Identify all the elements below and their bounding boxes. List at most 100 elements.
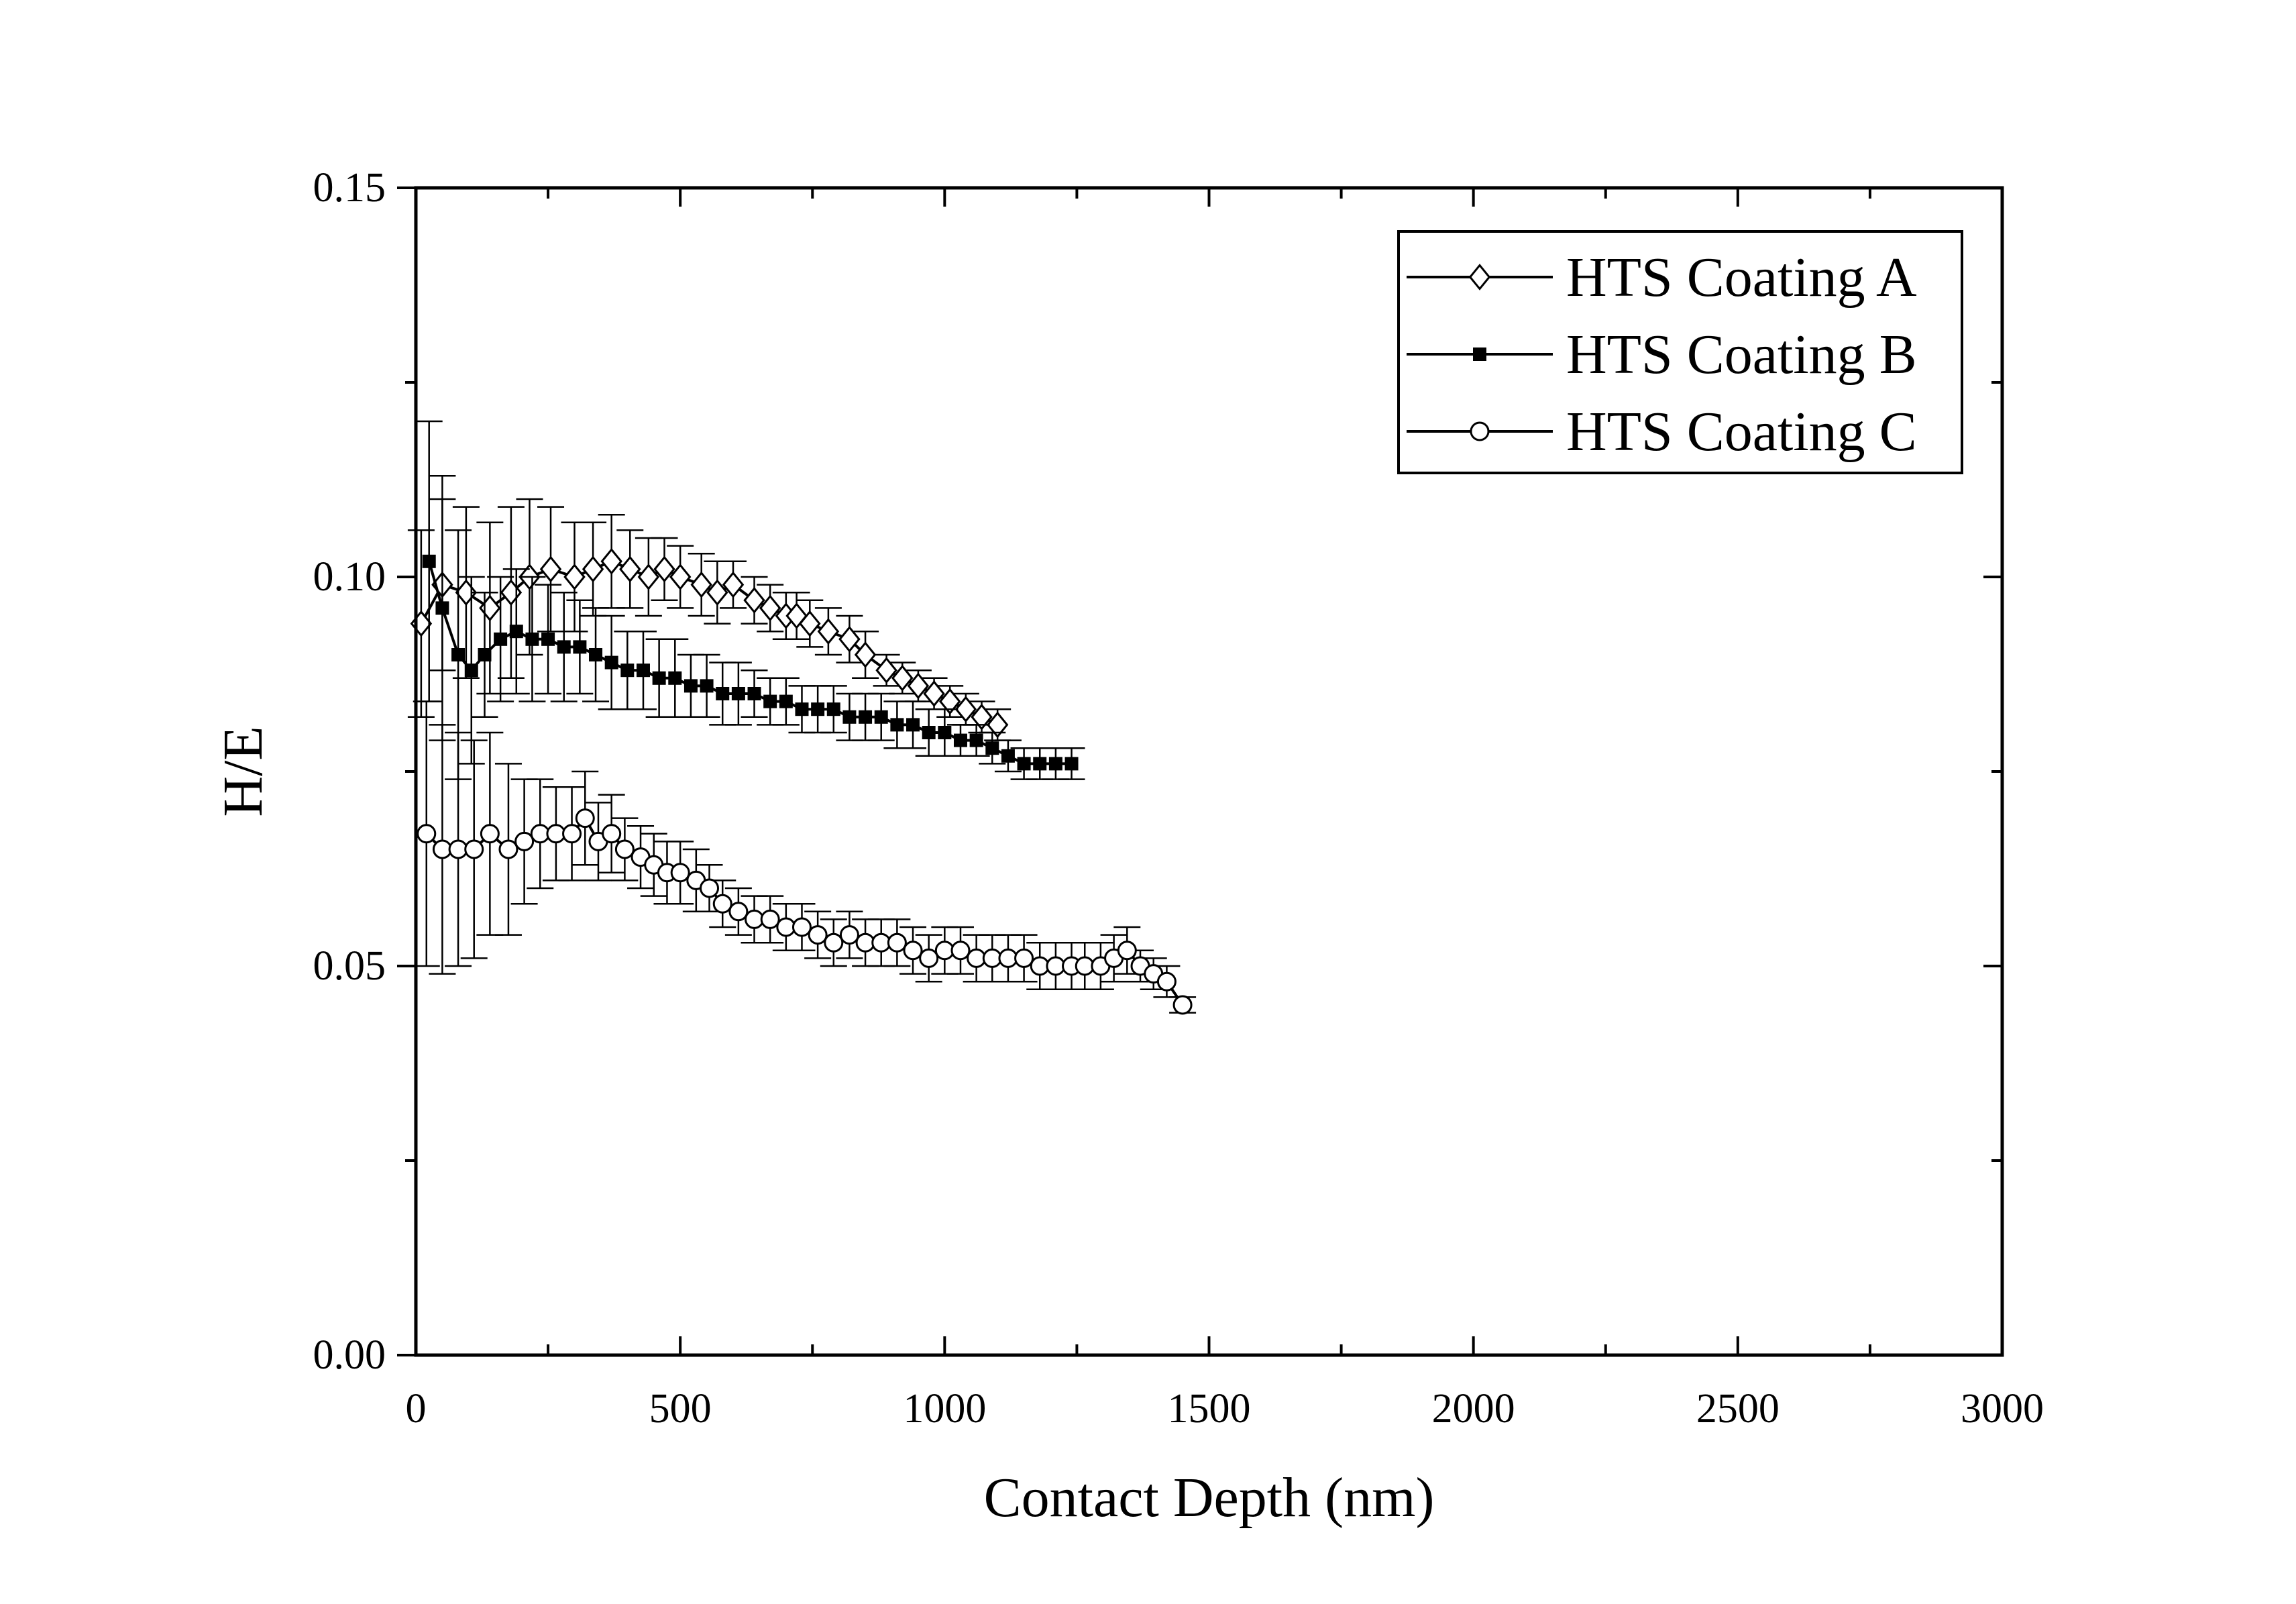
legend-label-b: HTS Coating B (1566, 323, 1917, 386)
data-point (480, 824, 500, 844)
data-point (839, 925, 859, 945)
data-point (1014, 948, 1034, 968)
data-point (1064, 757, 1079, 771)
plot-marks (407, 420, 1197, 1015)
data-point (969, 733, 983, 747)
data-point (514, 831, 535, 851)
data-point (1046, 956, 1066, 976)
data-point (668, 671, 682, 685)
data-point (541, 632, 555, 646)
data-point (684, 679, 698, 693)
data-point (887, 932, 907, 953)
data-point (731, 687, 745, 700)
data-point (779, 694, 793, 708)
data-point (1075, 956, 1095, 976)
legend-marker (1473, 347, 1486, 361)
data-point (838, 625, 861, 653)
x-tick-label: 2000 (1432, 1386, 1515, 1432)
x-tick-label: 500 (649, 1386, 712, 1432)
data-point (464, 839, 484, 859)
data-point (875, 657, 897, 684)
data-point (557, 640, 571, 654)
data-point (722, 571, 745, 598)
data-point (422, 554, 436, 568)
data-point (604, 655, 618, 670)
data-point (509, 625, 523, 639)
data-point (619, 555, 641, 583)
data-point (670, 863, 690, 883)
data-point (435, 601, 449, 615)
legend-marker (1470, 421, 1490, 441)
data-point (562, 824, 582, 844)
data-point (1048, 757, 1062, 771)
y-tick-label: 0.05 (313, 943, 386, 989)
data-point (614, 839, 635, 859)
data-point (700, 679, 714, 693)
data-point (478, 648, 492, 661)
x-tick-label: 2500 (1696, 1386, 1780, 1432)
data-point (745, 909, 765, 929)
data-point (1117, 941, 1137, 961)
series-hts-coating-a (407, 498, 1012, 741)
data-point (891, 664, 914, 692)
data-point (919, 948, 939, 968)
data-point (791, 917, 812, 937)
data-point (706, 579, 728, 606)
data-point (500, 579, 523, 606)
data-point (859, 710, 873, 724)
series-hts-coating-b (415, 420, 1085, 780)
legend-label-a: HTS Coating A (1566, 246, 1917, 309)
data-point (826, 702, 840, 716)
y-axis-label: H/E (212, 726, 274, 816)
data-point (563, 564, 586, 590)
data-point (600, 547, 622, 575)
legend-entry-hts-coating-a: HTS Coating A (1407, 246, 1917, 309)
data-point (954, 696, 977, 723)
data-point (986, 711, 1009, 739)
data-point (582, 555, 604, 583)
data-point (763, 694, 777, 708)
data-point (712, 894, 732, 914)
x-tick-label: 0 (406, 1386, 427, 1432)
data-point (575, 808, 595, 828)
data-point (874, 710, 888, 724)
data-point (589, 648, 603, 661)
data-point (776, 917, 796, 937)
data-point (855, 932, 875, 953)
data-point (1030, 956, 1050, 976)
data-point (1156, 971, 1177, 992)
data-point (1172, 995, 1193, 1015)
legend-label-c: HTS Coating C (1566, 400, 1917, 463)
x-tick-label: 3000 (1961, 1386, 2044, 1432)
data-point (808, 925, 828, 945)
data-point (799, 610, 821, 637)
data-point (967, 948, 987, 968)
data-point (464, 663, 478, 678)
data-point (985, 741, 999, 755)
y-tick-label: 0.15 (313, 165, 386, 211)
data-point (998, 948, 1018, 968)
data-point (498, 839, 518, 859)
data-point (700, 878, 720, 898)
data-point (451, 648, 466, 661)
data-point (652, 671, 666, 685)
x-axis: 0 500 1000 1500 2000 2500 3000 (406, 188, 2044, 1432)
data-point (525, 632, 539, 646)
data-point (760, 909, 780, 929)
data-point (871, 932, 891, 953)
y-tick-label: 0.10 (313, 554, 386, 600)
data-point (950, 941, 971, 961)
data-point (747, 687, 761, 700)
data-point (906, 718, 920, 732)
data-point (530, 824, 550, 844)
data-point (494, 632, 508, 646)
data-point (903, 941, 923, 961)
data-point (448, 839, 468, 859)
data-point (573, 640, 587, 654)
data-point (934, 941, 954, 961)
x-axis-label: Contact Depth (nm) (984, 1466, 1435, 1529)
data-point (637, 564, 660, 590)
data-point (669, 564, 692, 590)
